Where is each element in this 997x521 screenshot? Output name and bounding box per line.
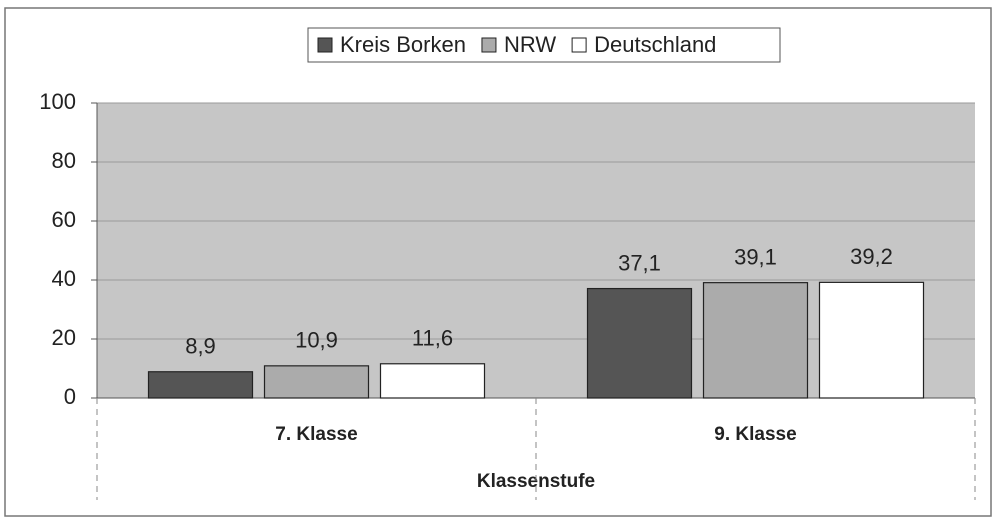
x-tick-label: 7. Klasse xyxy=(275,424,357,445)
legend-swatch xyxy=(317,37,333,53)
y-tick-label: 80 xyxy=(52,148,76,173)
x-axis-label: Klassenstufe xyxy=(477,471,595,492)
bar xyxy=(379,363,486,399)
value-label: 39,2 xyxy=(850,244,893,269)
y-tick-label: 40 xyxy=(52,266,76,291)
legend-box xyxy=(307,27,781,63)
bar xyxy=(818,281,925,399)
value-label: 39,1 xyxy=(734,244,777,269)
bar xyxy=(702,282,809,399)
y-tick-label: 20 xyxy=(52,325,76,350)
legend-swatch xyxy=(481,37,497,53)
legend-swatch xyxy=(571,37,587,53)
bar xyxy=(586,287,693,399)
y-tick-label: 0 xyxy=(64,384,76,409)
x-tick-label: 9. Klasse xyxy=(714,424,796,445)
value-label: 37,1 xyxy=(618,250,661,275)
value-label: 8,9 xyxy=(185,334,216,359)
value-label: 11,6 xyxy=(412,326,453,351)
bar xyxy=(147,371,254,399)
legend-label: NRW xyxy=(504,32,556,57)
legend-label: Deutschland xyxy=(594,32,716,57)
value-label: 10,9 xyxy=(295,328,338,353)
legend-label: Kreis Borken xyxy=(340,32,466,57)
y-tick-label: 100 xyxy=(39,89,76,114)
bar xyxy=(263,365,370,399)
y-tick-label: 60 xyxy=(52,207,76,232)
